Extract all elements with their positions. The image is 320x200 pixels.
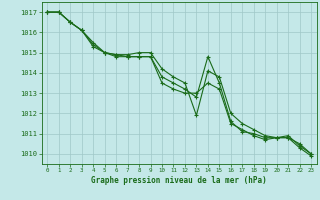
X-axis label: Graphe pression niveau de la mer (hPa): Graphe pression niveau de la mer (hPa) (91, 176, 267, 185)
